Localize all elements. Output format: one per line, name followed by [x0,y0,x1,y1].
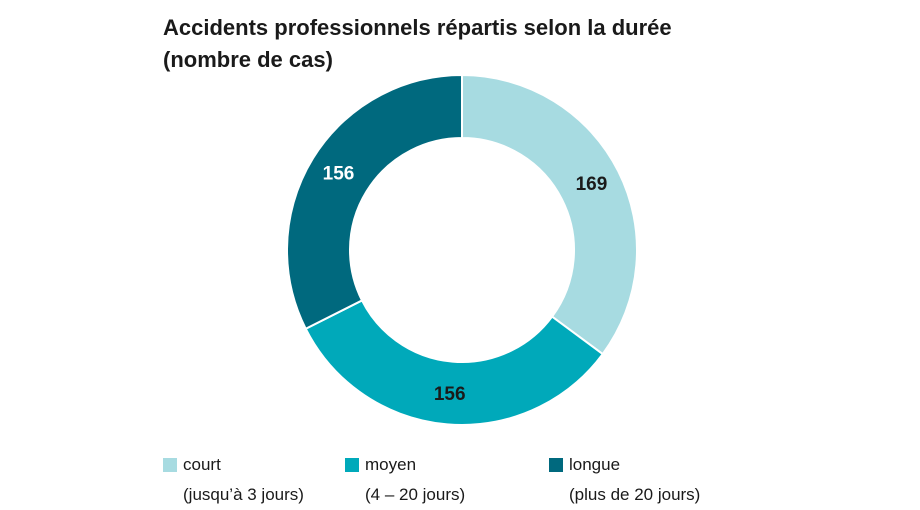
legend-item-longue: longue (plus de 20 jours) [549,453,700,505]
donut-slice-longue [286,73,463,331]
legend-sublabel-moyen: (4 – 20 jours) [365,485,466,504]
legend-label-longue: longue [569,455,621,474]
legend-label-court: court [183,455,221,474]
legend-item-moyen: moyen (4 – 20 jours) [345,453,465,505]
legend-swatch-moyen [345,458,359,472]
legend-swatch-court [163,458,177,472]
legend-sublabel-longue: (plus de 20 jours) [569,485,701,504]
legend-swatch-longue [549,458,563,472]
data-label-longue: 156 [323,163,355,184]
legend-label-moyen: moyen [365,455,417,474]
legend-item-court: court (jusqu’à 3 jours) [163,453,304,505]
donut-slice-court [461,73,638,356]
data-label-moyen: 156 [434,384,466,405]
chart-title-line2: (nombre de cas) [163,47,333,72]
legend-sublabel-court: (jusqu’à 3 jours) [183,485,304,504]
chart-title-line1: Accidents professionnels répartis selon … [163,15,672,40]
donut-slice-moyen [304,299,605,426]
data-label-court: 169 [576,174,608,195]
chart-title: Accidents professionnels répartis selon … [163,12,863,76]
